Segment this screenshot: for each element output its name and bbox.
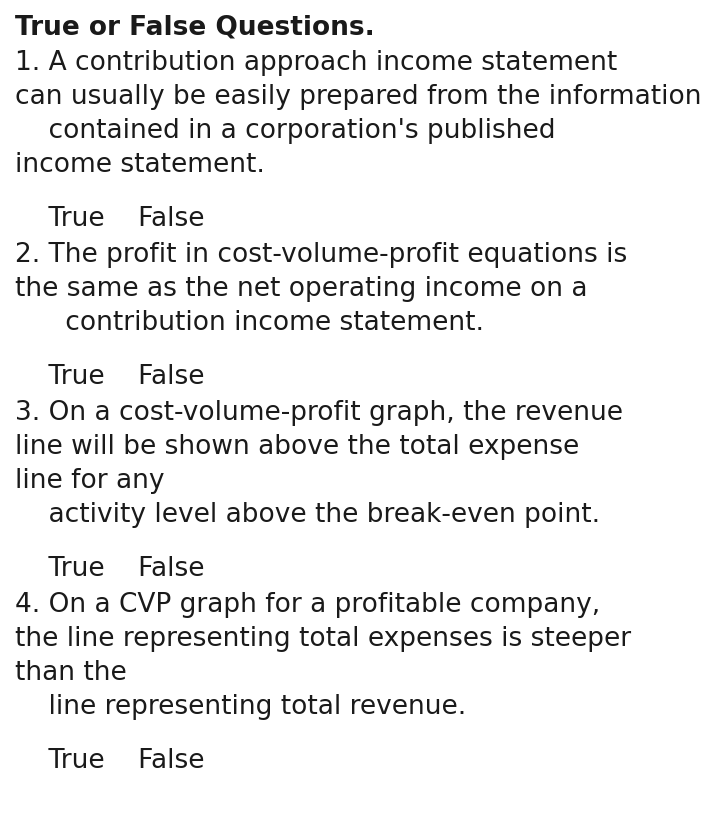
Text: income statement.: income statement.: [15, 152, 265, 178]
Text: 2. The profit in cost-volume-profit equations is: 2. The profit in cost-volume-profit equa…: [15, 242, 627, 268]
Text: the line representing total expenses is steeper: the line representing total expenses is …: [15, 626, 631, 652]
Text: can usually be easily prepared from the information: can usually be easily prepared from the …: [15, 84, 701, 110]
Text: True    False: True False: [15, 748, 204, 774]
Text: 4. On a CVP graph for a profitable company,: 4. On a CVP graph for a profitable compa…: [15, 592, 600, 618]
Text: True or False Questions.: True or False Questions.: [15, 14, 374, 40]
Text: True    False: True False: [15, 364, 204, 390]
Text: True    False: True False: [15, 206, 204, 232]
Text: contained in a corporation's published: contained in a corporation's published: [15, 118, 556, 144]
Text: line representing total revenue.: line representing total revenue.: [15, 694, 467, 720]
Text: 3. On a cost-volume-profit graph, the revenue: 3. On a cost-volume-profit graph, the re…: [15, 400, 623, 426]
Text: 1. A contribution approach income statement: 1. A contribution approach income statem…: [15, 50, 617, 76]
Text: True    False: True False: [15, 556, 204, 582]
Text: than the: than the: [15, 660, 127, 686]
Text: line will be shown above the total expense: line will be shown above the total expen…: [15, 434, 580, 460]
Text: the same as the net operating income on a: the same as the net operating income on …: [15, 276, 588, 302]
Text: line for any: line for any: [15, 468, 164, 494]
Text: contribution income statement.: contribution income statement.: [15, 310, 484, 336]
Text: activity level above the break-even point.: activity level above the break-even poin…: [15, 502, 600, 528]
